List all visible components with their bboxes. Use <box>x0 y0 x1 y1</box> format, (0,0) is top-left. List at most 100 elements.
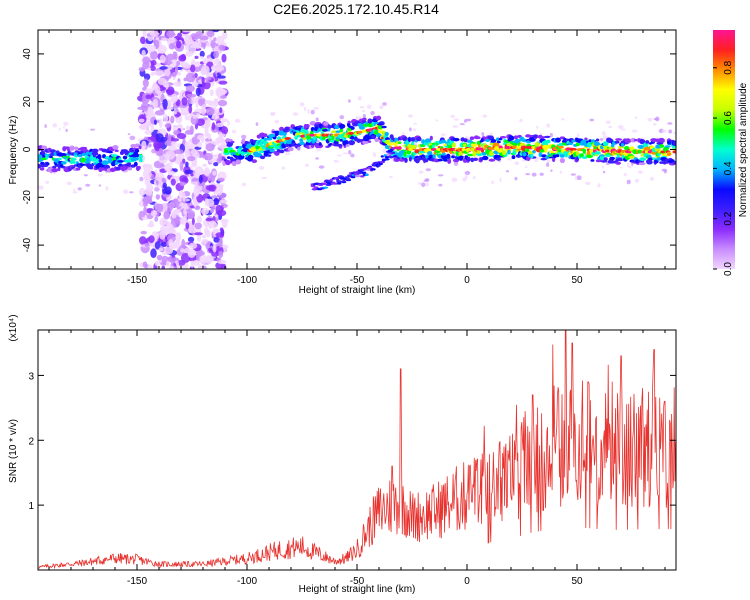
heat-cell <box>459 123 465 126</box>
heat-cell <box>318 165 325 169</box>
heat-cell <box>143 206 148 216</box>
heat-cell <box>418 170 424 174</box>
heat-cell <box>463 119 467 123</box>
heat-cell <box>166 64 173 70</box>
heat-cell <box>541 154 547 158</box>
heat-cell <box>546 139 551 144</box>
heat-cell <box>463 138 468 143</box>
snr-scale-note: (x10⁴) <box>8 314 19 341</box>
heat-cell <box>168 43 175 50</box>
heat-cell <box>53 158 60 163</box>
heat-cell <box>358 125 366 130</box>
heat-cell <box>472 143 478 147</box>
y-tick-label: -40 <box>22 237 33 252</box>
heat-cell <box>329 178 334 181</box>
heat-cell <box>179 181 186 186</box>
heat-cell <box>645 140 650 144</box>
heat-cell <box>576 133 580 138</box>
snr-ylabel: SNR (10 * v/v) <box>8 419 19 483</box>
heat-cell <box>362 113 366 119</box>
heat-cell <box>643 146 651 152</box>
heat-cell <box>336 143 343 147</box>
heat-cell <box>63 121 69 127</box>
heat-cell <box>213 237 220 243</box>
heat-cell <box>391 151 396 155</box>
spectrogram-xlabel: Height of straight line (km) <box>299 285 416 296</box>
heat-cell <box>514 176 518 181</box>
heat-cell <box>361 129 367 133</box>
heat-cell <box>241 138 246 144</box>
heat-cell <box>216 258 220 262</box>
heat-cell <box>97 154 102 160</box>
spectrogram-ylabel: Frequency (Hz) <box>8 116 19 185</box>
heat-cell <box>217 144 227 149</box>
y-tick-label: 1 <box>28 501 34 512</box>
heat-cell <box>147 107 154 117</box>
heat-cell <box>139 236 147 245</box>
heat-cell <box>156 254 163 261</box>
heat-cell <box>626 179 631 185</box>
heat-cell <box>174 64 179 75</box>
heat-cell <box>171 72 177 77</box>
heat-cell <box>511 155 516 160</box>
heat-cell <box>634 116 638 120</box>
heat-cell <box>40 161 45 165</box>
heat-cell <box>384 131 389 137</box>
heat-cell <box>185 72 196 83</box>
heat-cell <box>187 248 196 258</box>
heat-cell <box>575 151 580 156</box>
heat-cell <box>183 63 191 69</box>
heat-cell <box>168 239 174 247</box>
heat-cell <box>377 123 384 126</box>
heat-cell <box>201 234 207 239</box>
heat-cell <box>176 132 187 140</box>
heat-cell <box>89 166 94 170</box>
heat-cell <box>559 170 563 174</box>
heat-cell <box>432 153 436 159</box>
heat-cell <box>540 157 547 161</box>
heat-cell <box>495 137 500 142</box>
heat-cell <box>216 63 223 72</box>
heat-cell <box>284 126 290 131</box>
heat-cell <box>161 265 166 269</box>
heat-cell <box>313 106 319 110</box>
heat-cell <box>195 87 201 97</box>
heat-cell <box>259 142 263 147</box>
heat-cell <box>179 216 188 225</box>
heat-cell <box>624 138 632 144</box>
heat-cell <box>38 185 44 190</box>
heat-cell <box>181 30 192 33</box>
heat-cell <box>418 181 422 186</box>
heat-cell <box>226 156 231 159</box>
heat-cell <box>375 115 382 121</box>
heat-cell <box>361 171 367 174</box>
heat-cell <box>489 132 493 136</box>
heat-cell <box>366 168 371 171</box>
heat-cell <box>559 154 566 157</box>
x-tick-label: 50 <box>571 275 583 286</box>
heat-cell <box>384 158 390 161</box>
heat-cell <box>221 53 227 63</box>
heat-cell <box>198 98 204 106</box>
heat-cell <box>499 177 502 183</box>
heat-cell <box>458 151 463 157</box>
heat-cell <box>609 156 616 161</box>
heat-cell <box>247 154 254 160</box>
snr-series-line <box>38 330 676 570</box>
heat-cell <box>192 115 198 119</box>
heat-cell <box>481 155 489 161</box>
heat-cell <box>426 151 433 156</box>
heat-cell <box>147 264 153 269</box>
heat-cell <box>348 149 352 155</box>
heat-cell <box>575 156 580 161</box>
heat-cell <box>459 155 464 159</box>
heat-cell <box>661 129 667 133</box>
heat-cell <box>274 119 280 124</box>
heat-cell <box>269 148 275 153</box>
heat-cell <box>73 188 76 192</box>
heat-cell <box>470 157 475 163</box>
heat-cell <box>204 198 215 208</box>
heat-cell <box>205 120 210 129</box>
heat-cell <box>196 113 200 118</box>
heat-cell <box>601 165 604 169</box>
